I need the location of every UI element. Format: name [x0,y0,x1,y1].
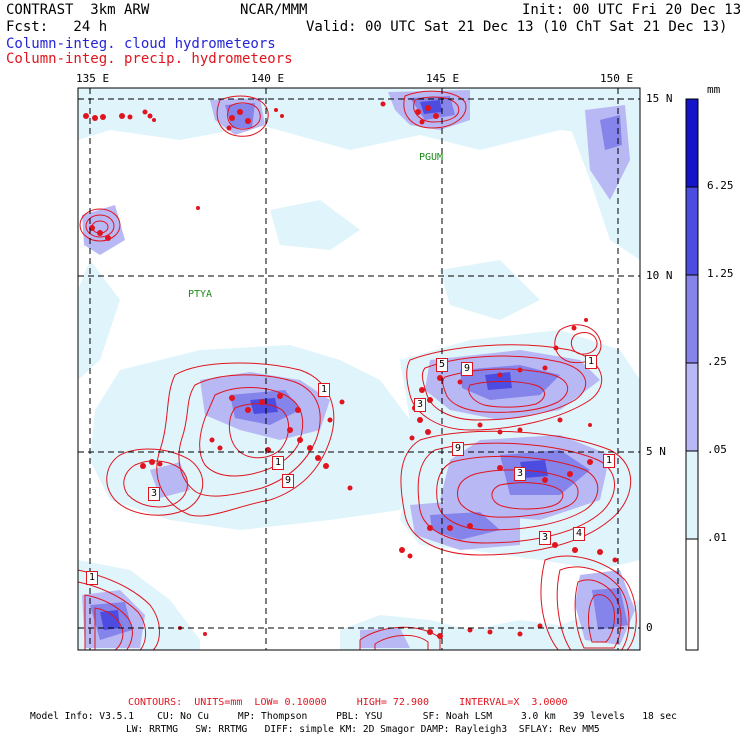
precip-cells [83,101,618,639]
model-info-line2: LW: RRTMG SW: RRTMG DIFF: simple KM: 2D … [126,724,600,735]
lat-label-5n: 5 N [646,445,666,458]
colorbar-label-125: 1.25 [707,267,734,280]
lon-label-135: 135 E [76,72,110,85]
contour-value-label: 9 [452,442,465,456]
colorbar-label-01: .01 [707,531,727,544]
lon-label-140: 140 E [251,72,285,85]
lat-label-15n: 15 N [646,92,673,105]
contour-info: CONTOURS: UNITS=mm LOW= 0.10000 HIGH= 72… [128,697,568,708]
contour-value-label: 5 [436,358,449,372]
contour-value-label: 3 [414,398,427,412]
colorbar-swatch-625 [685,98,699,188]
model-title: CONTRAST 3km ARW [6,2,150,18]
lon-label-150: 150 E [600,72,634,85]
contour-value-label: 9 [461,362,474,376]
colorbar-label-625: 6.25 [707,179,734,192]
colorbar-label-05: .05 [707,443,727,456]
colorbar-unit: mm [707,83,721,96]
colorbar-label-25: .25 [707,355,727,368]
lat-label-10n: 10 N [646,269,673,282]
map-frame [77,87,641,651]
colorbar-swatch-01 [685,450,699,540]
lon-label-145: 145 E [426,72,460,85]
valid-time: Valid: 00 UTC Sat 21 Dec 13 (10 ChT Sat … [306,19,728,35]
colorbar-swatch-25 [685,274,699,364]
colorbar [685,98,699,651]
model-info-line1: Model Info: V3.5.1 CU: No Cu MP: Thompso… [30,711,677,722]
forecast-hour: Fcst: 24 h [6,19,108,35]
institution-label: NCAR/MMM [240,2,308,18]
colorbar-swatch-zero [685,538,699,651]
contour-value-label: 1 [272,456,285,470]
lat-label-0: 0 [646,621,653,634]
contour-value-label: 1 [318,383,331,397]
field-label-precip: Column-integ. precip. hydrometeors [6,51,293,67]
colorbar-swatch-05 [685,362,699,452]
init-time: Init: 00 UTC Fri 20 Dec 13 [522,2,740,18]
contour-value-label: 1 [585,355,598,369]
contour-value-label: 4 [573,527,586,541]
contour-value-label: 3 [148,487,161,501]
station-label-pgum: PGUM [419,152,444,163]
field-label-cloud: Column-integ. cloud hydrometeors [6,36,276,52]
contour-value-label: 9 [282,474,295,488]
contour-value-label: 3 [539,531,552,545]
colorbar-swatch-125 [685,186,699,276]
station-label-ptya: PTYA [188,289,213,300]
contour-value-label: 1 [86,571,99,585]
contour-value-label: 3 [514,467,527,481]
contour-value-label: 1 [603,454,616,468]
